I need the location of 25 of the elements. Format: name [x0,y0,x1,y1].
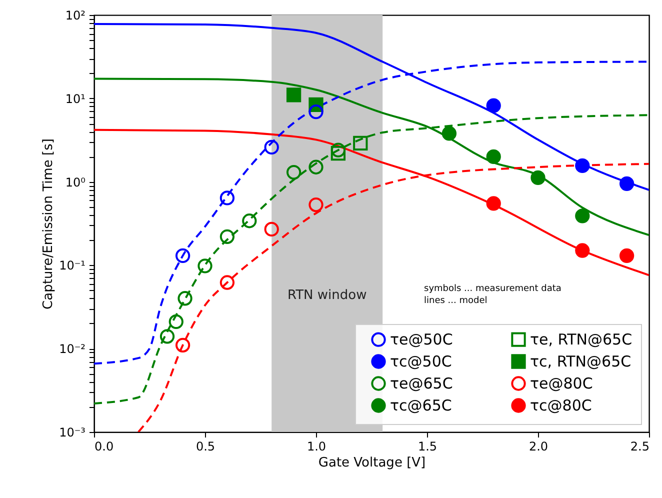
x-tick-label: 1.0 [306,440,326,454]
x-tick-label: 2.5 [630,440,650,454]
x-axis-title: Gate Voltage [V] [318,456,426,470]
annotation: symbols ... measurement data [424,284,562,294]
legend-label: τc, RTN@65C [530,352,632,370]
y-tick-label: 10⁰ [65,175,86,190]
legend-label: τe@80C [530,374,593,392]
y-tick-label: 10² [65,8,86,22]
x-tick-label: 0.0 [94,440,114,454]
annotation: lines ... model [424,296,488,306]
x-tick-label: 2.0 [528,440,548,454]
y-tick-label: 10⁻³ [59,426,86,440]
legend-label: τc@65C [390,396,452,414]
y-tick-label: 10⁻² [59,342,86,356]
y-axis-title: Capture/Emission Time [s] [41,138,56,310]
legend-label: τc@80C [530,396,592,414]
legend-label: τc@50C [390,352,452,370]
x-tick-label: 1.5 [418,440,438,454]
band-label: RTN window [287,288,368,303]
y-tick-label: 10¹ [65,92,86,106]
x-tick-label: 0.5 [196,440,216,454]
legend-label: τe@65C [390,374,453,392]
legend-label: τe@50C [390,330,453,349]
y-tick-label: 10⁻¹ [59,258,86,273]
legend-label: τe, RTN@65C [530,330,632,349]
